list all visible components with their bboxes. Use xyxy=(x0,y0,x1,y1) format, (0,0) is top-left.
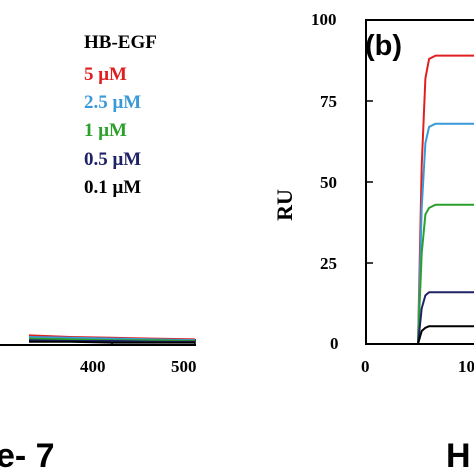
panel-a-series-lines xyxy=(28,334,196,344)
legend-entry-0-1uM: 0.1 μM xyxy=(84,177,141,198)
legend-title: HB-EGF xyxy=(84,32,157,53)
panel-b-series-line-4 xyxy=(366,325,474,345)
panel-a-x-tick-label-400: 400 xyxy=(80,357,106,376)
panel-b-x-tick-label-0: 0 xyxy=(361,357,370,376)
figure-caption-left: e- 7 xyxy=(0,437,55,474)
panel-b-y-tick-label-50: 50 xyxy=(320,173,337,192)
panel-b-label: (b) xyxy=(365,30,402,62)
legend-entry-1uM: 1 μM xyxy=(84,120,127,141)
panel-b-y-tick-label-0: 0 xyxy=(330,334,339,353)
panel-b-y-tick-label-75: 75 xyxy=(320,92,337,111)
legend-entry-5uM: 5 μM xyxy=(84,64,127,85)
figure-caption-right: H xyxy=(446,437,471,474)
panel-b-y-tick-label-25: 25 xyxy=(320,254,337,273)
panel-a-series-line-4 xyxy=(29,340,195,344)
panel-b-x-tick-label-10: 10 xyxy=(458,357,474,376)
panel-b: 100 75 50 25 0 0 10 RU (b) xyxy=(272,10,474,376)
panel-a-x-tick-label-500: 500 xyxy=(171,357,197,376)
panel-b-series-line-3 xyxy=(366,291,474,345)
panel-b-y-axis-label: RU xyxy=(272,189,297,221)
panel-b-y-tick-label-100: 100 xyxy=(311,10,337,29)
legend-entry-2-5uM: 2.5 μM xyxy=(84,92,141,113)
legend-entry-0-5uM: 0.5 μM xyxy=(84,149,141,170)
panel-a: 400 500 HB-EGF 5 μM 2.5 μM 1 μM 0.5 μM 0… xyxy=(0,32,197,376)
panel-a-legend: HB-EGF 5 μM 2.5 μM 1 μM 0.5 μM 0.1 μM xyxy=(84,32,157,198)
panel-b-series-lines xyxy=(366,54,474,345)
